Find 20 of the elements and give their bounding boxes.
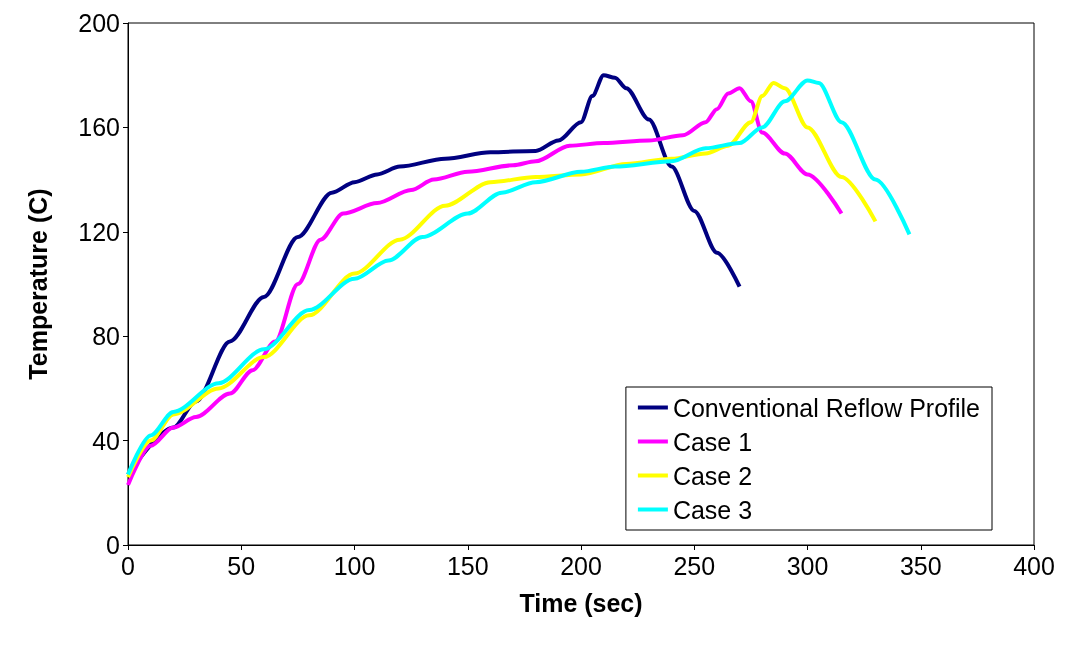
y-tick-label: 160 <box>78 113 120 142</box>
y-tick-label: 40 <box>92 426 120 455</box>
x-tick-label: 300 <box>786 551 829 580</box>
legend-label: Case 1 <box>672 427 753 456</box>
y-tick-label: 80 <box>92 322 120 351</box>
y-tick-label: 200 <box>78 9 120 37</box>
x-axis-title: Time (sec) <box>519 588 643 617</box>
x-tick-label: 50 <box>227 551 256 580</box>
x-tick-label: 250 <box>673 551 716 580</box>
x-tick-label: 200 <box>560 551 602 580</box>
y-axis-title: Temperature (C) <box>23 188 52 380</box>
x-tick-label: 100 <box>333 551 376 580</box>
x-tick-label: 350 <box>899 551 942 580</box>
y-tick-label: 120 <box>78 217 120 246</box>
x-tick-label: 150 <box>446 551 489 580</box>
y-tick-label: 0 <box>106 531 120 559</box>
legend-label: Conventional Reflow Profile <box>672 393 980 422</box>
legend-label: Case 3 <box>672 495 753 524</box>
x-tick-label: 400 <box>1013 551 1055 580</box>
legend-label: Case 2 <box>672 461 753 490</box>
